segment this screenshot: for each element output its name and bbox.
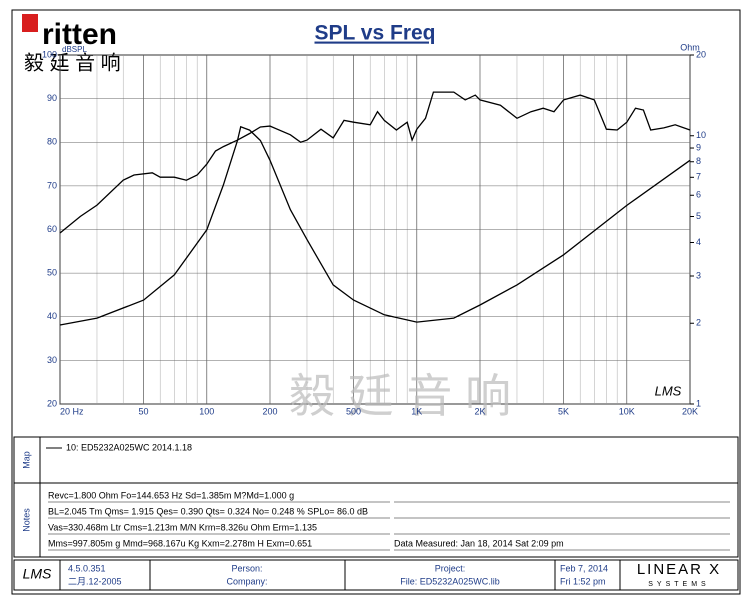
footer xyxy=(13,559,739,591)
y-tick-label: 20 xyxy=(47,398,57,408)
y-tick-label: 40 xyxy=(47,311,57,321)
notes-label: Notes xyxy=(21,508,31,532)
y2-tick-label: 10 xyxy=(696,130,706,140)
x-tick-label: 200 xyxy=(262,406,277,416)
note-line: Mms=997.805m g Mmd=968.167u Kg Kxm=2.278… xyxy=(48,538,312,548)
legend-entry: 10: ED5232A025WC xyxy=(66,442,150,452)
x-tick-label: 20 Hz xyxy=(60,406,84,416)
y-tick-label: 60 xyxy=(47,224,57,234)
x-tick-label: 5K xyxy=(558,406,569,416)
logo-chinese: 毅 廷 音 响 xyxy=(24,51,121,74)
y2-tick-label: 2 xyxy=(696,318,701,328)
y2-axis-label: Ohm xyxy=(680,42,700,52)
notes-panel xyxy=(13,482,739,558)
x-tick-label: 500 xyxy=(346,406,361,416)
y2-tick-label: 9 xyxy=(696,142,701,152)
plot-mark: LMS xyxy=(655,383,682,398)
y2-tick-label: 8 xyxy=(696,156,701,166)
curves xyxy=(59,91,691,326)
y2-tick-label: 3 xyxy=(696,270,701,280)
y-axis-label: dBSPL xyxy=(62,45,87,54)
y-tick-label: 80 xyxy=(47,137,57,147)
legend-date: 2014.1.18 xyxy=(152,442,192,452)
brand-sub: SYSTEMS xyxy=(648,581,709,588)
y2-tick-label: 6 xyxy=(696,190,701,200)
note-line: Revc=1.800 Ohm Fo=144.653 Hz Sd=1.385m M… xyxy=(48,490,294,500)
measured: Data Measured: Jan 18, 2014 Sat 2:09 pm xyxy=(394,538,564,548)
y2-tick-label: 4 xyxy=(696,237,701,247)
version: 4.5.0.351 xyxy=(68,563,106,573)
y-tick-label: 70 xyxy=(47,180,57,190)
watermark: 毅 廷 音 响 xyxy=(289,370,511,422)
frame xyxy=(11,9,741,595)
series-line xyxy=(59,91,691,234)
y2-tick-label: 7 xyxy=(696,172,701,182)
x-tick-label: 50 xyxy=(139,406,149,416)
logo-brand: ritten xyxy=(42,18,117,51)
y-tick-label: 50 xyxy=(47,268,57,278)
notes: Revc=1.800 Ohm Fo=144.653 Hz Sd=1.385m M… xyxy=(48,490,730,551)
y-tick-label: 30 xyxy=(47,355,57,365)
logo-mark xyxy=(22,14,38,32)
chart-title: SPL vs Freq xyxy=(315,22,436,45)
y2-tick-label: 1 xyxy=(696,398,701,408)
series-line xyxy=(59,125,691,326)
file: File: ED5232A025WC.lib xyxy=(400,576,500,586)
y-tick-label: 100 xyxy=(42,49,57,59)
x-tick-label: 10K xyxy=(619,406,635,416)
note-line: BL=2.045 Tm Qms= 1.915 Qes= 0.390 Qts= 0… xyxy=(48,506,368,516)
y-tick-label: 90 xyxy=(47,93,57,103)
x-tick-label: 1K xyxy=(411,406,422,416)
person: Person: xyxy=(231,563,262,573)
grid xyxy=(59,54,694,405)
y2-tick-label: 20 xyxy=(696,49,706,59)
x-tick-label: 100 xyxy=(199,406,214,416)
project: Project: xyxy=(435,563,466,573)
map-label: Map xyxy=(21,451,31,469)
footer-date: Feb 7, 2014 xyxy=(560,563,608,573)
build: 二月.12-2005 xyxy=(68,576,122,586)
x-tick-label: 2K xyxy=(474,406,485,416)
brand: LINEAR X xyxy=(637,561,721,578)
footer-logo: LMS xyxy=(23,566,52,582)
footer-time: Fri 1:52 pm xyxy=(560,576,606,586)
company: Company: xyxy=(226,576,267,586)
x-tick-label: 20K xyxy=(682,406,698,416)
y2-tick-label: 5 xyxy=(696,211,701,221)
note-line: Vas=330.468m Ltr Cms=1.213m M/N Krm=8.32… xyxy=(48,522,317,532)
